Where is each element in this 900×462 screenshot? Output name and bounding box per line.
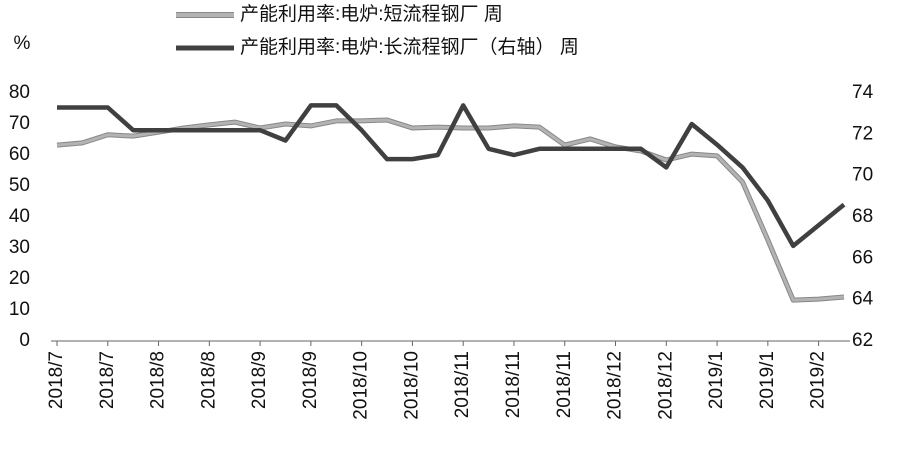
- x-tick-label: 2018/9: [249, 351, 270, 409]
- y-tick-label: 80: [9, 82, 30, 103]
- x-tick-label: 2019/1: [706, 351, 727, 409]
- x-tick-label: 2018/11: [452, 351, 473, 418]
- y2-tick-label: 62: [852, 330, 873, 351]
- x-tick-label: 2018/11: [554, 351, 575, 418]
- x-tick-label: 2018/7: [46, 351, 67, 409]
- x-tick-label: 2018/12: [655, 351, 676, 420]
- x-tick-label: 2018/9: [300, 351, 321, 409]
- x-tick-label: 2019/1: [757, 351, 778, 409]
- x-tick-label: 2018/7: [97, 351, 118, 409]
- y-tick-label: 50: [9, 175, 30, 196]
- legend-label: 产能利用率:电炉:长流程钢厂（右轴） 周: [240, 36, 579, 58]
- y2-tick-label: 66: [852, 247, 873, 268]
- x-tick-label: 2018/8: [148, 351, 169, 409]
- y-unit-label: %: [14, 33, 31, 54]
- y2-tick-label: 70: [852, 165, 873, 186]
- y-tick-label: 0: [19, 330, 30, 351]
- x-tick-label: 2018/12: [605, 351, 626, 420]
- y2-tick-label: 64: [852, 289, 874, 310]
- y-tick-label: 20: [9, 268, 30, 289]
- x-tick-label: 2018/10: [351, 351, 372, 420]
- y-tick-label: 60: [9, 144, 30, 165]
- series-line-outline: [56, 117, 845, 303]
- y2-tick-label: 74: [852, 82, 874, 103]
- x-tick-label: 2018/8: [198, 351, 219, 409]
- series-line: [56, 118, 845, 302]
- y-tick-label: 40: [9, 206, 30, 227]
- series-line: [57, 103, 846, 249]
- x-tick-label: 2019/2: [808, 351, 829, 409]
- y-tick-label: 10: [9, 299, 30, 320]
- y2-tick-label: 68: [852, 206, 873, 227]
- y2-tick-label: 72: [852, 123, 873, 144]
- y-tick-label: 30: [9, 237, 30, 258]
- legend-label: 产能利用率:电炉:短流程钢厂 周: [240, 3, 503, 25]
- y-tick-label: 70: [9, 113, 30, 134]
- x-tick-label: 2018/11: [503, 351, 524, 418]
- x-tick-label: 2018/10: [401, 351, 422, 420]
